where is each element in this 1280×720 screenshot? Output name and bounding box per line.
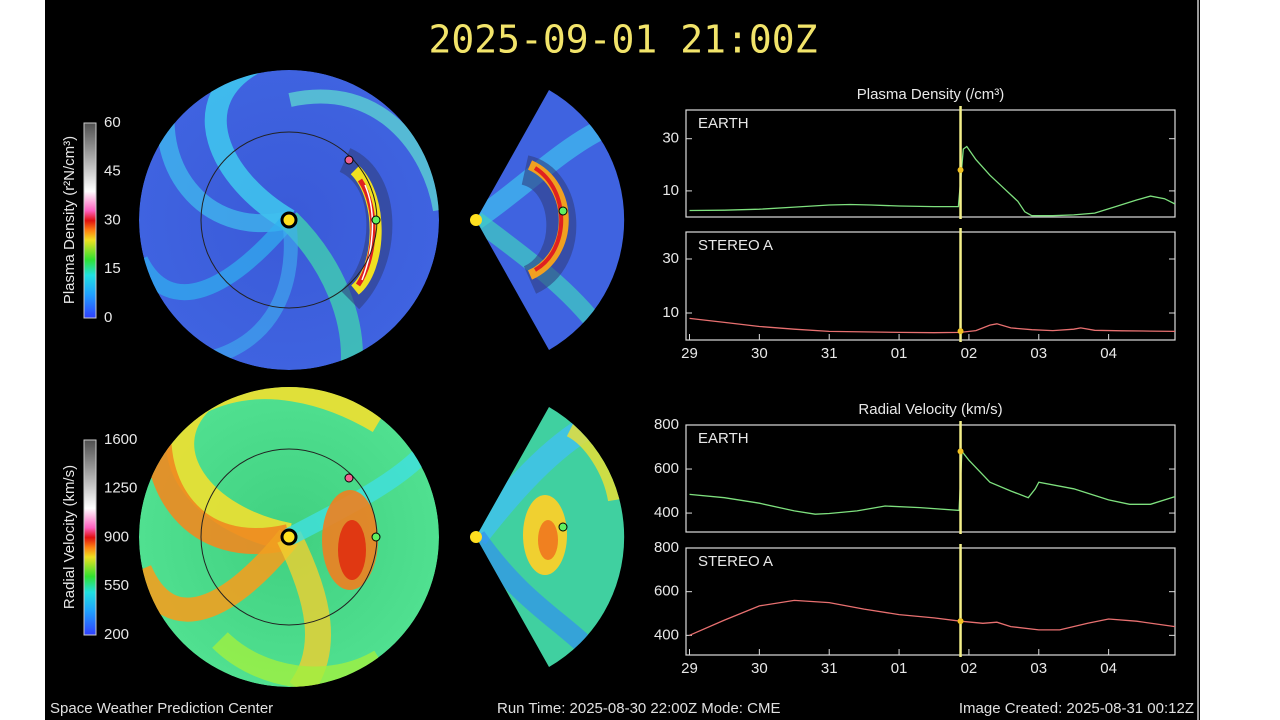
x-tick-label: 30 <box>751 345 768 362</box>
x-tick-label: 29 <box>681 660 698 677</box>
x-tick-label: 01 <box>891 345 908 362</box>
y-tick-label: 600 <box>654 583 679 600</box>
chart-title: Radial Velocity (km/s) <box>858 401 1002 418</box>
y-tick-label: 600 <box>654 460 679 477</box>
x-tick-label: 31 <box>821 345 838 362</box>
footer-left: Space Weather Prediction Center <box>50 700 273 717</box>
x-tick-label: 03 <box>1030 345 1047 362</box>
colorbar-tick-label: 200 <box>104 626 129 643</box>
series-line <box>689 599 1176 636</box>
legend-label: STEREO A <box>698 553 773 570</box>
colorbar-tick-label: 1250 <box>104 480 137 497</box>
time-marker-dot <box>957 618 964 625</box>
colorbar-tick-label: 0 <box>104 309 112 326</box>
colorbar-tick-label: 30 <box>104 211 121 228</box>
colorbar-tick-label: 550 <box>104 577 129 594</box>
x-tick-label: 01 <box>891 660 908 677</box>
timestamp-title: 2025-09-01 21:00Z <box>429 18 818 62</box>
x-tick-label: 04 <box>1100 345 1117 362</box>
time-marker-dot <box>957 167 964 174</box>
x-tick-label: 02 <box>961 660 978 677</box>
colorbar-tick-label: 1600 <box>104 431 137 448</box>
y-tick-label: 400 <box>654 504 679 521</box>
x-tick-label: 02 <box>961 345 978 362</box>
y-tick-label: 10 <box>662 304 679 321</box>
velocity-colorbar <box>83 439 97 636</box>
legend-label: EARTH <box>698 115 749 132</box>
colorbar-tick-label: 900 <box>104 528 129 545</box>
time-marker-dot <box>957 448 964 455</box>
x-tick-label: 29 <box>681 345 698 362</box>
y-tick-label: 800 <box>654 416 679 433</box>
series-line <box>689 449 1176 515</box>
series-line <box>689 145 1176 217</box>
colorbar-tick-label: 15 <box>104 260 121 277</box>
x-tick-label: 31 <box>821 660 838 677</box>
footer-right: Image Created: 2025-08-31 00:12Z <box>959 700 1194 717</box>
legend-label: EARTH <box>698 430 749 447</box>
y-tick-label: 400 <box>654 626 679 643</box>
density-colorbar <box>83 122 97 319</box>
footer-center: Run Time: 2025-08-30 22:00Z Mode: CME <box>497 700 780 717</box>
series-line <box>689 317 1176 334</box>
x-tick-label: 03 <box>1030 660 1047 677</box>
y-tick-label: 10 <box>662 182 679 199</box>
colorbar-label: Plasma Density (r²N/cm³) <box>61 136 78 304</box>
plot-frame <box>685 424 1176 533</box>
y-tick-label: 30 <box>662 130 679 147</box>
plot-frame <box>685 109 1176 218</box>
y-tick-label: 30 <box>662 250 679 267</box>
colorbar-label: Radial Velocity (km/s) <box>61 465 78 609</box>
time-marker-dot <box>957 328 964 335</box>
x-tick-label: 30 <box>751 660 768 677</box>
chart-title: Plasma Density (/cm³) <box>857 86 1005 103</box>
colorbar-tick-label: 45 <box>104 163 121 180</box>
plot-frame <box>685 547 1176 656</box>
x-tick-label: 04 <box>1100 660 1117 677</box>
y-tick-label: 800 <box>654 539 679 556</box>
plot-frame <box>685 231 1176 341</box>
legend-label: STEREO A <box>698 237 773 254</box>
colorbar-tick-label: 60 <box>104 114 121 131</box>
